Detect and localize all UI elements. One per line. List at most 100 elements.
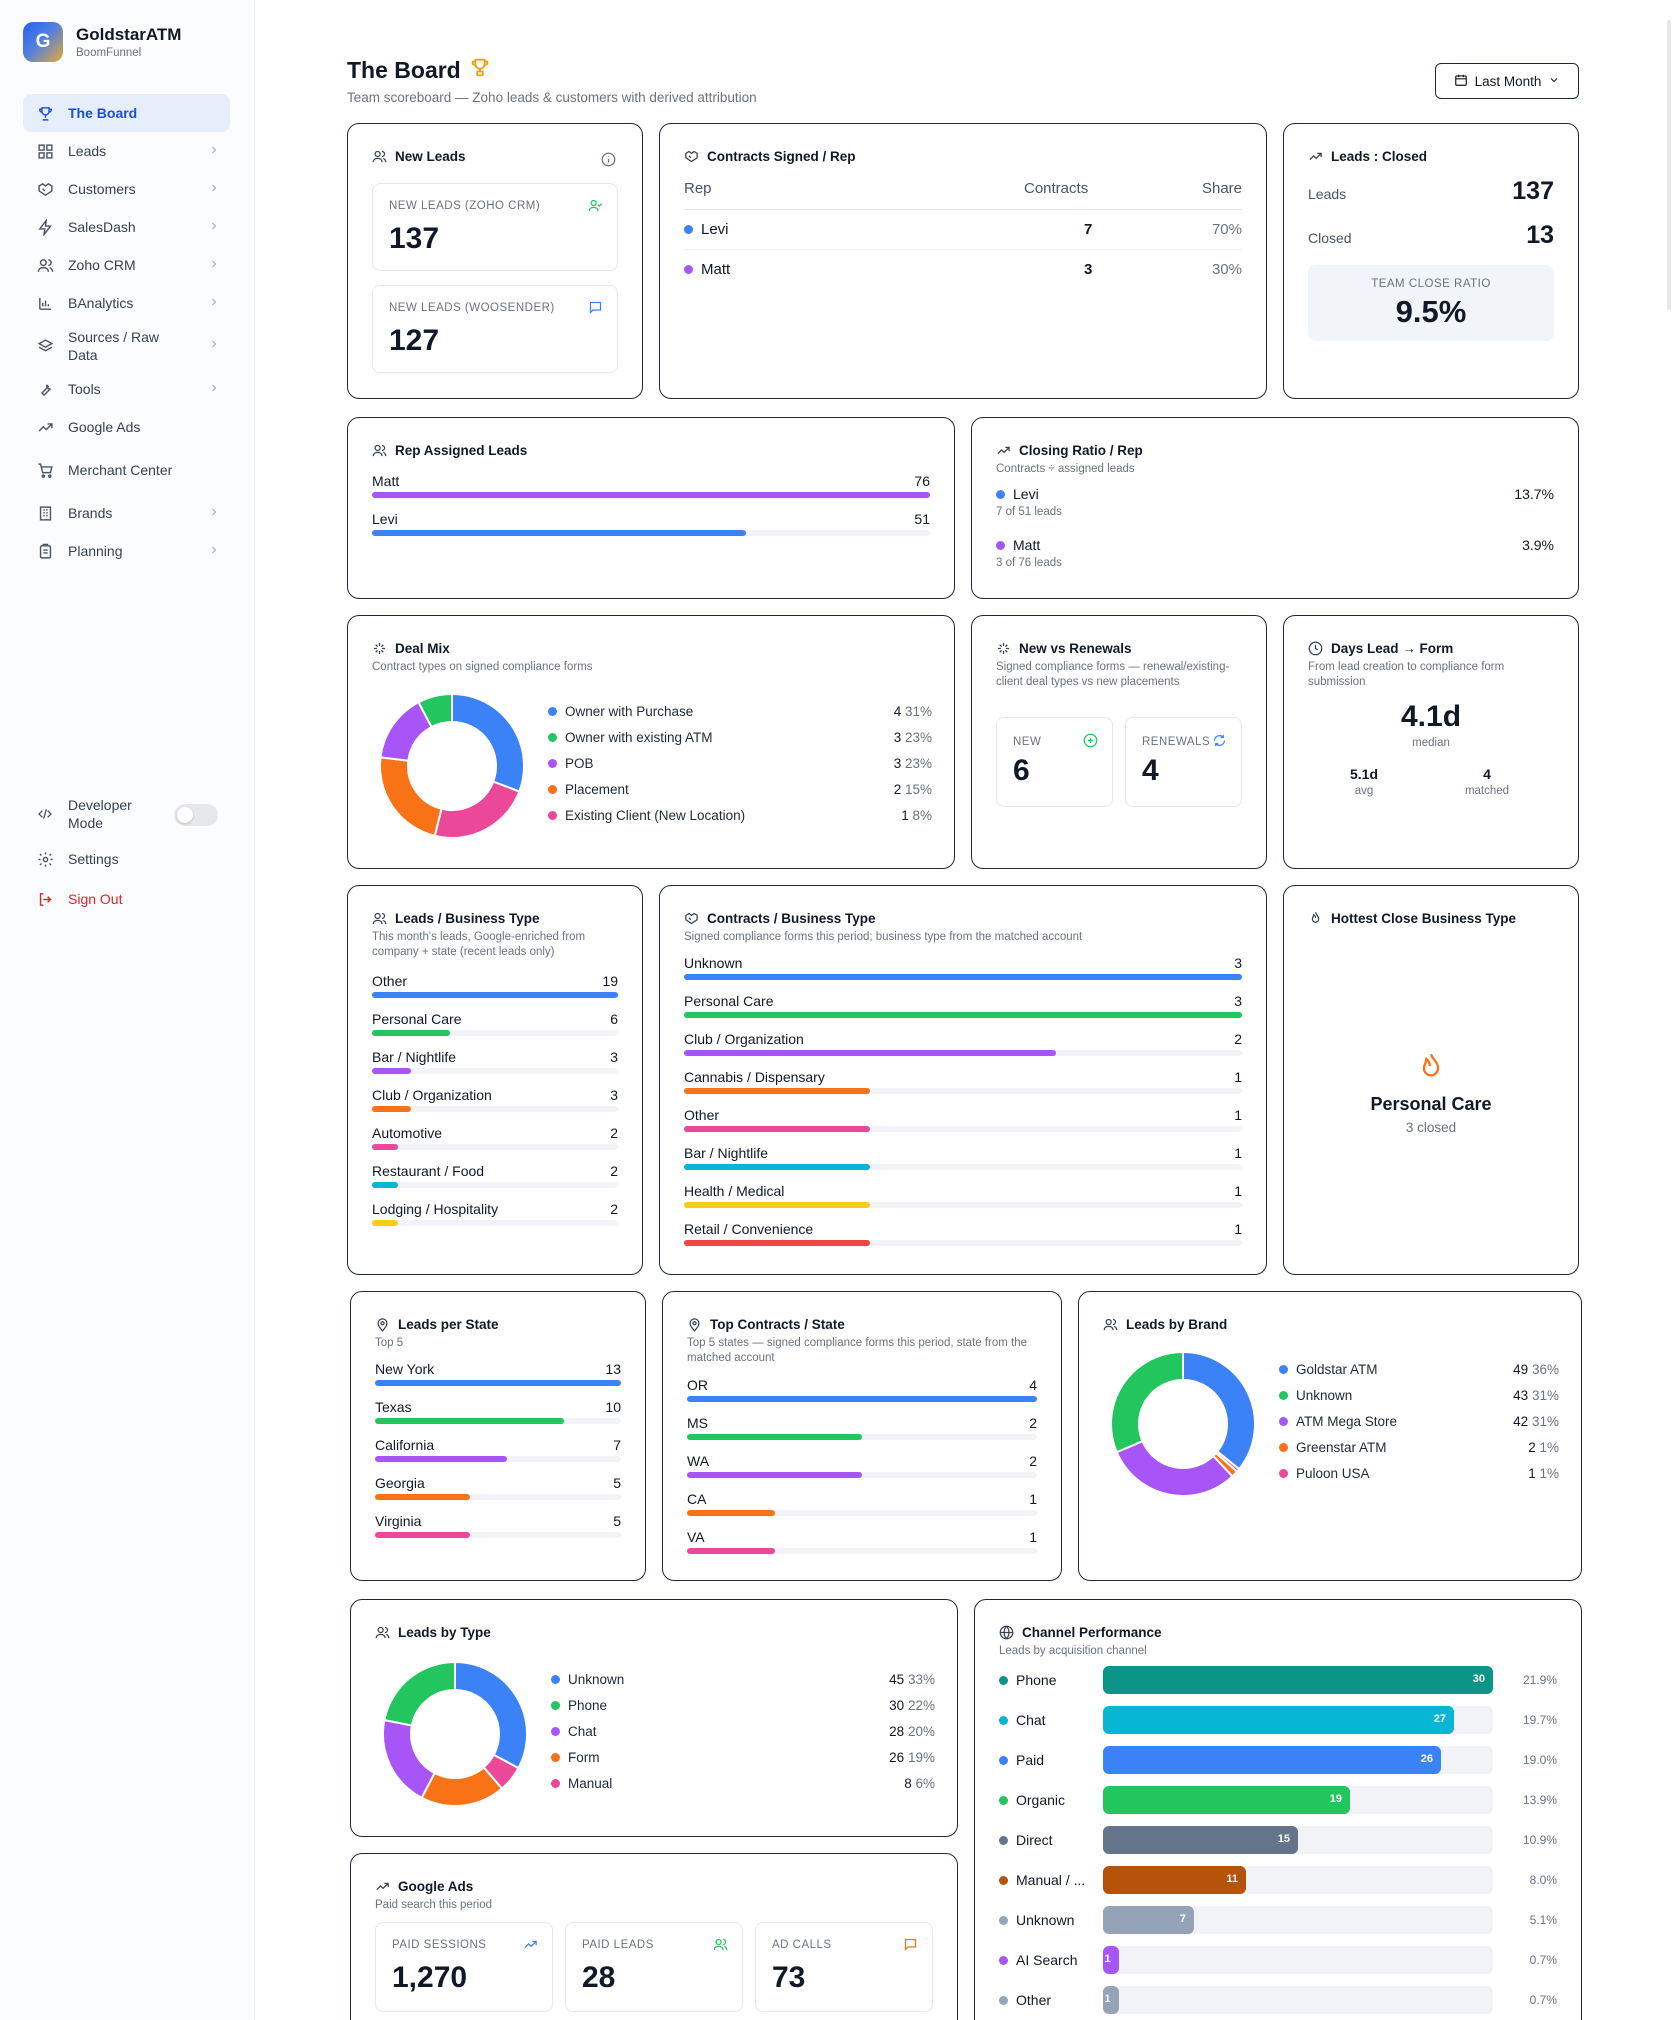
donut-slice[interactable] [454,1660,528,1770]
channel-label: Direct [1016,1832,1053,1848]
channel-bar-track: 26 [1103,1746,1493,1774]
info-icon[interactable] [601,152,616,172]
sidebar-item-customers[interactable]: Customers [23,170,230,208]
bar-value: 13 [605,1361,621,1377]
sidebar-item-zoho-crm[interactable]: Zoho CRM [23,246,230,284]
sidebar-item-brands[interactable]: Brands [23,494,230,532]
ad-calls-value: 73 [772,1961,806,1994]
chevron-right-icon [208,258,220,273]
donut-slice[interactable] [1115,1439,1234,1497]
sign-out-button[interactable]: Sign Out [23,880,230,918]
legend-dot [1279,1365,1288,1374]
channel-name: Manual / ... [999,1872,1085,1888]
bar-track [372,1068,618,1074]
legend-count: 26 [889,1750,905,1765]
sidebar-item-salesdash[interactable]: SalesDash [23,208,230,246]
bar-label: Lodging / Hospitality [372,1201,499,1217]
bar-fill [375,1494,470,1500]
donut-slice[interactable] [451,692,525,793]
bar-fill [372,992,618,998]
channel-share: 13.9% [1522,1793,1557,1807]
developer-mode-label: Developer Mode [68,797,132,831]
sidebar-item-the-board[interactable]: The Board [23,94,230,132]
leads-business-title-text: Leads / Business Type [395,911,540,926]
bar-fill [375,1532,470,1538]
legend-pct: 23% [904,730,932,745]
legend-item: Puloon USA 1 1% [1279,1466,1559,1481]
bar-track [687,1434,1037,1440]
leads-state-subtitle: Top 5 [375,1337,404,1349]
sidebar-item-label: Leads [68,143,107,159]
bar-row: Georgia 5 [375,1475,621,1501]
donut-slice[interactable] [1110,1350,1184,1454]
channel-bar-fill[interactable]: 15 [1103,1826,1298,1854]
donut-slice[interactable] [417,692,453,729]
channel-bar-value: 26 [1420,1753,1433,1765]
channel-bar-fill[interactable]: 1 [1103,1986,1119,2014]
legend-item: Unknown 45 33% [551,1672,935,1687]
channel-bar-fill[interactable]: 26 [1103,1746,1441,1774]
period-select[interactable]: Last Month [1435,63,1579,99]
ad-calls-label: AD CALLS [772,1939,832,1951]
donut-slice[interactable] [433,780,521,839]
users-icon [372,911,387,926]
channel-dot [999,1876,1008,1885]
sidebar-item-leads[interactable]: Leads [23,132,230,170]
donut-slice[interactable] [382,1718,436,1800]
map-pin-icon [687,1317,702,1332]
sidebar-item-planning[interactable]: Planning [23,532,230,570]
sidebar-item-sources-raw-data[interactable]: Sources / Raw Data [23,322,230,370]
bar-row: Other 19 [372,973,618,999]
legend-count: 1 [901,808,909,823]
sidebar-item-settings[interactable]: Settings [23,840,230,878]
developer-mode-toggle[interactable] [174,804,218,826]
channel-bar-fill[interactable]: 19 [1103,1786,1350,1814]
legend-pct: 31% [1531,1414,1559,1429]
sidebar-item-label: Planning [68,543,123,559]
rep-contracts: 3 [1084,261,1093,278]
bar-fill [372,1220,398,1226]
channel-bar-fill[interactable]: 30 [1103,1666,1493,1694]
channel-bar-track: 11 [1103,1866,1493,1894]
bar-row: VA 1 [687,1529,1037,1555]
col-rep: Rep [684,180,712,197]
sidebar-item-merchant-center[interactable]: Merchant Center [23,446,230,494]
channel-row: Phone 30 21.9% [999,1666,1557,1694]
channel-bar-fill[interactable]: 11 [1103,1866,1246,1894]
sidebar-item-banalytics[interactable]: BAnalytics [23,284,230,322]
handshake-icon [35,181,55,198]
new-leads-title: New Leads [372,149,466,164]
channel-bar-fill[interactable]: 7 [1103,1906,1194,1934]
donut-slice[interactable] [379,756,443,838]
sidebar-item-label: Tools [68,381,101,397]
page-scrollbar[interactable] [1667,20,1671,310]
channel-row: AI Search 1 0.7% [999,1946,1557,1974]
donut-slice[interactable] [383,1660,456,1727]
channel-dot [999,1716,1008,1725]
bar-track [684,1240,1242,1246]
sidebar-item-tools[interactable]: Tools [23,370,230,408]
channel-bar-fill[interactable]: 1 [1103,1946,1119,1974]
deal-mix-title-text: Deal Mix [395,641,450,656]
donut-slice[interactable] [1182,1350,1256,1471]
refresh-icon [1212,733,1227,753]
matched-value: 4 [1483,766,1491,782]
legend-count: 2 [893,782,902,797]
deal-mix-title: Deal Mix [372,641,450,656]
bar-row: Club / Organization 2 [684,1031,1242,1057]
legend-label: Form [568,1750,600,1765]
bar-value: 2 [610,1125,618,1141]
channel-bar-fill[interactable]: 27 [1103,1706,1454,1734]
bar-label: Personal Care [372,1011,462,1027]
rep-name: Levi [684,221,729,238]
sidebar-item-google-ads[interactable]: Google Ads [23,408,230,446]
brand[interactable]: G GoldstarATM BoomFunnel [23,22,181,62]
closing-detail: 7 of 51 leads [996,506,1062,518]
channel-label: Manual / ... [1016,1872,1086,1888]
bar-track [684,1126,1242,1132]
legend-count: 4 [893,704,902,719]
bar-value: 10 [605,1399,621,1415]
legend-dot [551,1779,560,1788]
trend-icon [523,1937,538,1957]
legend-value: 2 1% [1528,1440,1559,1455]
